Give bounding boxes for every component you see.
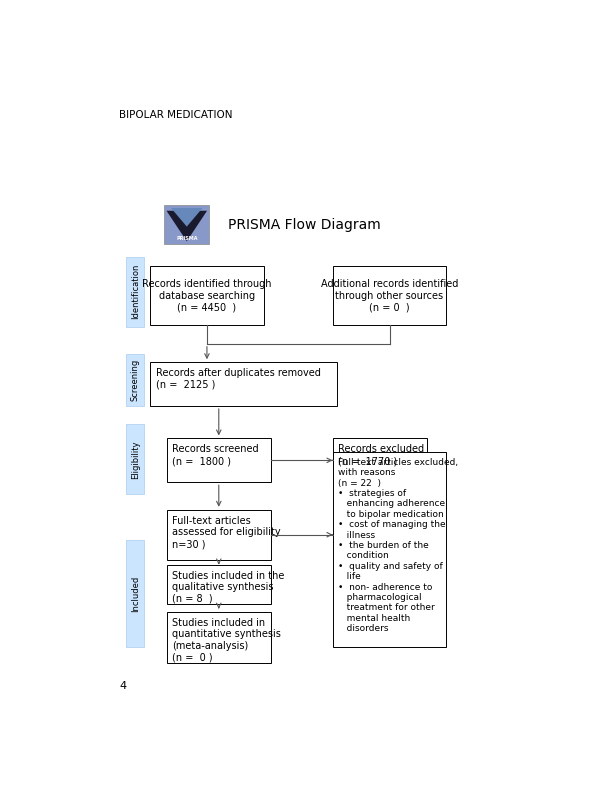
Text: Records excluded
(n =  1770 ): Records excluded (n = 1770 ) [338, 444, 425, 466]
FancyBboxPatch shape [166, 611, 271, 664]
FancyBboxPatch shape [333, 451, 447, 647]
FancyBboxPatch shape [126, 425, 144, 494]
Text: Studies included in the
qualitative synthesis
(n = 8  ): Studies included in the qualitative synt… [173, 571, 285, 604]
FancyBboxPatch shape [166, 565, 271, 604]
Text: Additional records identified
through other sources
(n = 0  ): Additional records identified through ot… [321, 279, 458, 312]
Polygon shape [171, 208, 203, 227]
Text: Screening: Screening [131, 359, 140, 402]
FancyBboxPatch shape [333, 439, 428, 482]
FancyBboxPatch shape [166, 439, 271, 482]
Text: Records screened
(n =  1800 ): Records screened (n = 1800 ) [173, 444, 259, 466]
FancyBboxPatch shape [126, 354, 144, 406]
Text: PRISMA Flow Diagram: PRISMA Flow Diagram [228, 218, 381, 231]
FancyBboxPatch shape [126, 257, 144, 327]
Text: Studies included in
quantitative synthesis
(meta-analysis)
(n =  0 ): Studies included in quantitative synthes… [173, 618, 281, 662]
Text: 4: 4 [119, 681, 126, 691]
FancyBboxPatch shape [164, 205, 209, 245]
Text: Identification: Identification [131, 264, 140, 319]
Text: Included: Included [131, 576, 140, 611]
Text: Records after duplicates removed
(n =  2125 ): Records after duplicates removed (n = 21… [155, 368, 321, 390]
FancyBboxPatch shape [150, 362, 337, 406]
Text: PRISMA: PRISMA [176, 236, 198, 242]
Text: Records identified through
database searching
(n = 4450  ): Records identified through database sear… [142, 279, 272, 312]
Text: Full-text articles
assessed for eligibility
n=30 ): Full-text articles assessed for eligibil… [173, 516, 281, 549]
FancyBboxPatch shape [126, 540, 144, 647]
Text: Eligibility: Eligibility [131, 440, 140, 478]
FancyBboxPatch shape [150, 266, 264, 325]
FancyBboxPatch shape [333, 266, 447, 325]
Polygon shape [166, 211, 207, 242]
Text: BIPOLAR MEDICATION: BIPOLAR MEDICATION [119, 110, 233, 120]
Text: Full-text articles excluded,
with reasons
(n = 22  )
•  strategies of
   enhanci: Full-text articles excluded, with reason… [338, 458, 458, 634]
FancyBboxPatch shape [166, 510, 271, 560]
